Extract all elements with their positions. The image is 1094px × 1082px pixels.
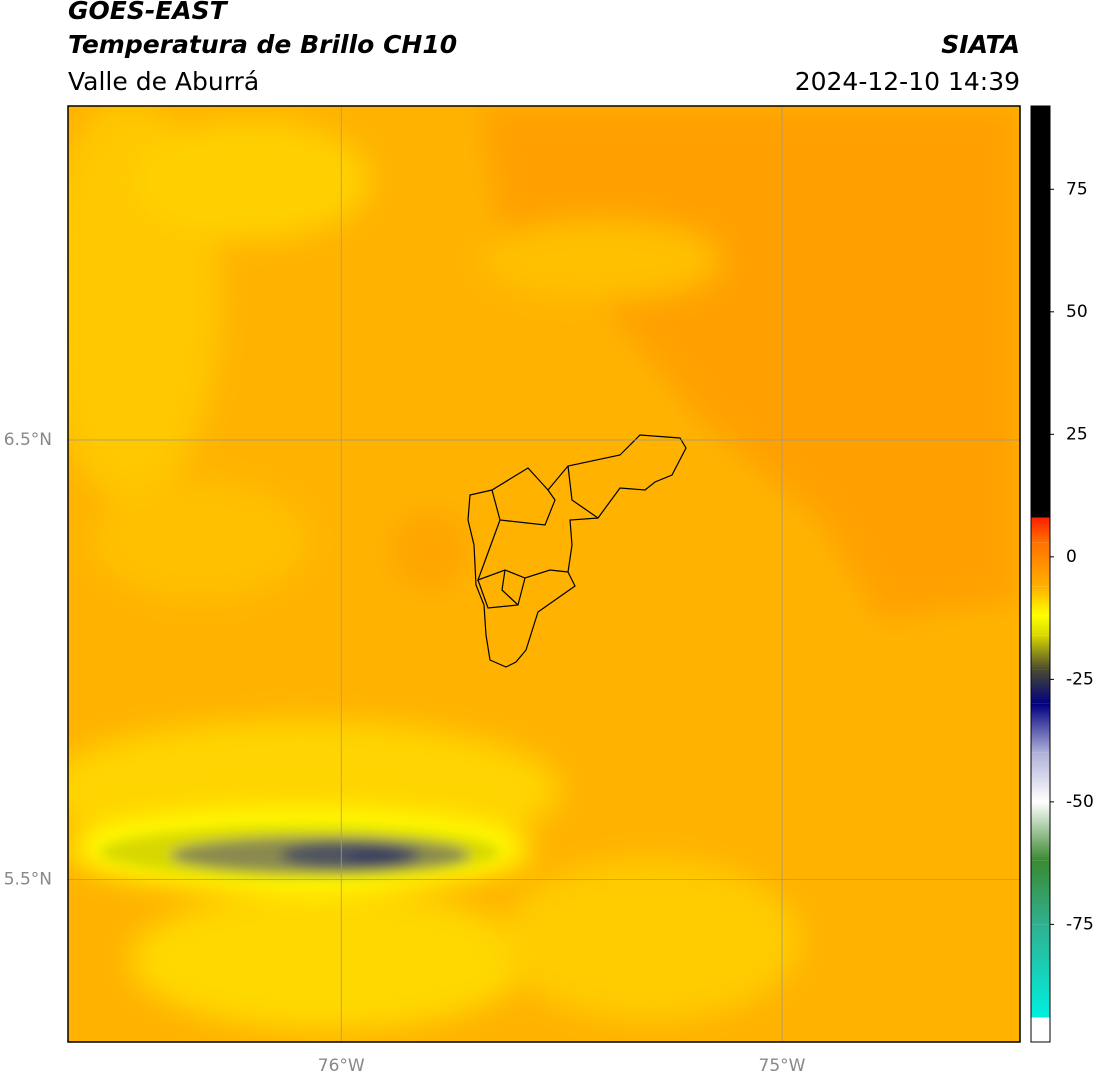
colorbar-segment <box>1031 517 1050 543</box>
colorbar-tick-label: 75 <box>1066 179 1088 199</box>
source: SIATA <box>941 30 1020 59</box>
colorbar-segment <box>1031 669 1050 704</box>
colorbar-segment <box>1031 106 1050 518</box>
municipal-boundaries <box>467 434 687 668</box>
datetime: 2024-12-10 14:39 <box>795 67 1020 96</box>
title: GOES-EAST <box>68 0 229 25</box>
colorbar-tick-label: 0 <box>1066 547 1077 567</box>
temperature-field <box>68 106 1020 1042</box>
colorbar-segment <box>1031 615 1050 636</box>
colorbar-segment <box>1031 801 1050 861</box>
colorbar-segment <box>1031 860 1050 925</box>
y-tick-label: 6.5°N <box>4 430 52 450</box>
colorbar-frame <box>1030 105 1051 1043</box>
colorbar-segment <box>1031 924 1050 1018</box>
colorbar-tick-label: -25 <box>1066 669 1094 689</box>
subtitle: Temperatura de Brillo CH10 <box>68 30 457 59</box>
region: Valle de Aburrá <box>68 67 259 96</box>
y-tick-label: 5.5°N <box>4 869 52 889</box>
x-tick-label: 76°W <box>318 1056 365 1076</box>
colorbar-tick-label: -50 <box>1066 792 1094 812</box>
colorbar-segment <box>1031 1017 1050 1042</box>
colorbar-tick-label: 25 <box>1066 424 1088 444</box>
colorbar-tick-label: -75 <box>1066 914 1094 934</box>
colorbar: 75 50 25 0 -25 -50 -75 <box>1031 106 1094 1042</box>
colorbar-segment <box>1031 542 1050 587</box>
colorbar-segment <box>1031 635 1050 670</box>
colorbar-tick-label: 50 <box>1066 302 1088 322</box>
colorbar-segment <box>1031 586 1050 616</box>
x-tick-label: 75°W <box>759 1056 806 1076</box>
map-frame <box>67 105 1021 1043</box>
graticule <box>68 106 1020 1042</box>
colorbar-segment <box>1031 703 1050 753</box>
colorbar-segment <box>1031 752 1050 802</box>
